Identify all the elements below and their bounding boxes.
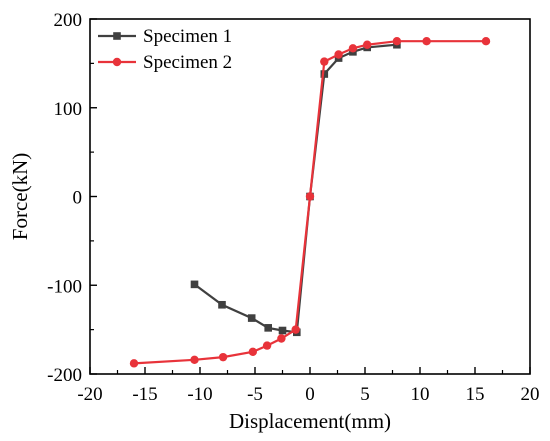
series-2-point-13 [422,36,431,46]
series-1 [190,40,401,337]
y-axis-title: Force(kN) [8,153,32,240]
legend-marker-2 [112,57,122,67]
series-layer [129,36,491,368]
legend-label-1: Specimen 1 [143,26,232,47]
series-1-point-0 [190,280,199,289]
x-tick-label-0: -20 [77,384,102,405]
series-1-point-2 [247,314,256,322]
y-tick-label-3: 100 [54,99,83,120]
series-2-point-8 [320,57,329,66]
legend-label-2: Specimen 2 [143,52,232,73]
y-tick-label-4: 200 [54,10,83,31]
series-1-point-1 [218,300,226,309]
series-1-point-7 [320,70,329,78]
axes-layer: -20 -15 -10 -5 0 5 10 15 20 -200 -100 0 100 200 [47,10,539,405]
series-2-point-2 [218,352,228,362]
series-2-point-4 [262,341,272,350]
series-2-line [133,40,486,365]
x-tick-label-6: 10 [411,384,430,405]
x-tick-label-2: -10 [187,384,212,405]
y-tick-label-2: 0 [73,188,83,209]
x-tick-label-3: -5 [247,384,263,405]
x-tick-label-4: 0 [305,384,315,405]
legend-marker-1 [113,32,121,40]
series-2-point-9 [334,50,343,59]
x-tick-label-7: 15 [466,384,485,405]
y-tick-label-1: -100 [47,276,82,297]
series-2-point-5 [277,334,286,343]
x-tick-label-8: 20 [521,384,540,405]
y-tick-label-0: -200 [47,365,82,386]
series-2-point-12 [392,36,402,46]
x-axis-title: Displacement(mm) [229,409,391,433]
series-1-point-4 [278,326,287,335]
series-2-point-6 [291,325,300,334]
series-2-point-10 [348,44,358,53]
series-2 [129,36,491,368]
series-2-point-7 [305,192,315,201]
series-2-point-0 [129,359,139,368]
series-2-point-3 [248,347,257,357]
x-tick-label-5: 5 [360,384,370,405]
legend: Specimen 1 Specimen 2 [98,26,232,73]
series-2-point-14 [481,36,491,46]
series-2-point-1 [190,355,199,364]
series-1-point-3 [264,324,272,332]
series-1-line [193,43,397,334]
series-2-point-11 [363,40,372,49]
x-tick-label-1: -15 [132,384,157,405]
